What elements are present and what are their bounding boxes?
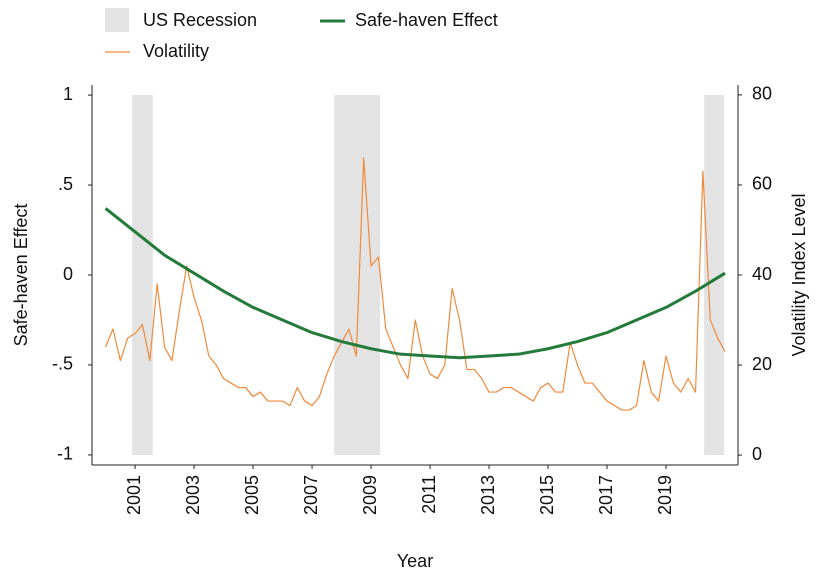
recession-band: [704, 95, 725, 455]
y-tick-label: .5: [58, 174, 73, 194]
x-tick-label: 2013: [478, 475, 498, 515]
x-tick-label: 2009: [360, 475, 380, 515]
y2-axis-label: Volatility Index Level: [789, 193, 809, 356]
legend-label: US Recession: [143, 10, 257, 30]
x-tick-label: 2015: [537, 475, 557, 515]
x-tick-label: 2005: [242, 475, 262, 515]
series-line: [105, 157, 726, 411]
x-tick-label: 2001: [124, 475, 144, 515]
legend-label: Safe-haven Effect: [355, 10, 498, 30]
recession-band: [334, 95, 381, 455]
y-tick-label: 0: [63, 264, 73, 284]
x-tick-label: 2003: [183, 475, 203, 515]
y-tick-label: -1: [57, 444, 73, 464]
series-line: [104, 207, 726, 360]
y2-tick-label: 0: [752, 444, 762, 464]
legend-label: Volatility: [143, 41, 209, 61]
x-tick-label: 2019: [655, 475, 675, 515]
y-tick-label: 1: [63, 84, 73, 104]
legend-swatch: [105, 8, 129, 32]
y2-tick-label: 80: [752, 84, 772, 104]
y2-tick-label: 20: [752, 354, 772, 374]
x-tick-label: 2011: [419, 475, 439, 514]
y2-tick-label: 40: [752, 264, 772, 284]
y-axis-label: Safe-haven Effect: [11, 204, 31, 347]
x-axis-label: Year: [397, 551, 433, 571]
x-tick-label: 2017: [596, 475, 616, 515]
x-tick-label: 2007: [301, 475, 321, 515]
y-tick-label: -.5: [52, 354, 73, 374]
y2-tick-label: 60: [752, 174, 772, 194]
recession-band: [132, 95, 153, 455]
